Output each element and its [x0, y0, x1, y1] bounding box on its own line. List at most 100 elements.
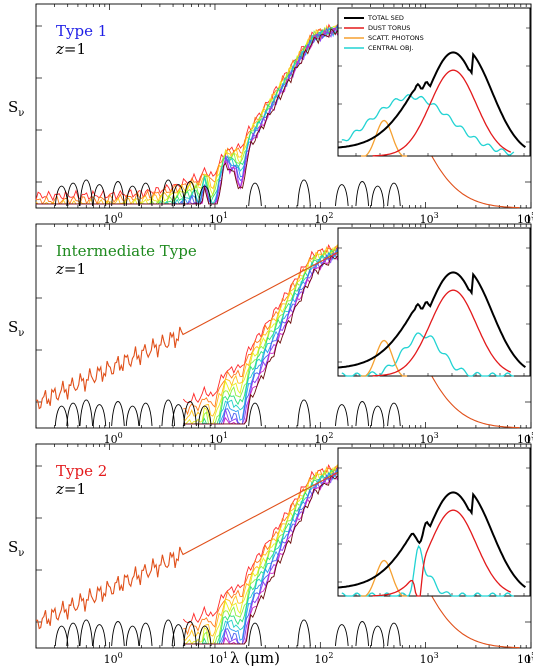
filter-response-curve [183, 181, 197, 207]
inset-frame [337, 227, 531, 377]
x-tick-label: 102 [314, 651, 333, 666]
x-tick-label: 102 [314, 431, 333, 446]
model-sed-curve [183, 463, 353, 641]
panel-title: Type 1 [56, 22, 107, 40]
model-sed-curve [183, 463, 353, 645]
inset-dust-torus-curve [372, 69, 512, 157]
filter-response-curve [197, 625, 212, 647]
filter-response-curve [79, 399, 94, 427]
inset-scattered-photons-curve [361, 339, 408, 377]
x-tick-label: 102 [314, 211, 333, 226]
filter-response-curve [92, 184, 107, 207]
filter-response-curve [66, 182, 80, 207]
filter-response-curve [387, 182, 401, 207]
y-axis-label: Sν [8, 98, 24, 119]
model-sed-curve [182, 241, 353, 404]
filter-response-curve [111, 401, 125, 427]
filter-response-curve [79, 619, 94, 647]
model-sed-curve [183, 241, 353, 425]
filter-response-curve [297, 399, 311, 427]
filter-response-curve [335, 404, 349, 427]
y-axis-label: Sν [8, 538, 24, 559]
model-sed-curve [183, 461, 353, 636]
y-axis-label: Sν [8, 318, 24, 339]
filter-response-curve [335, 184, 349, 207]
filter-response-curve [248, 622, 262, 647]
model-sed-curve [183, 241, 353, 416]
model-sed-curve [183, 462, 352, 645]
plot-frame [35, 223, 532, 429]
x-axis-label: λ (μm) [230, 649, 280, 667]
inset-central-object-curve [341, 94, 515, 156]
inset-panel: TOTAL SED DUST TORUS SCATT. PHOTONS CENTRAL… [337, 7, 531, 157]
model-sed-curve [183, 463, 353, 645]
filter-response-curve [138, 182, 153, 207]
x-tick-label: 103 [420, 431, 439, 446]
panel-subtitle: z=1 [55, 40, 86, 58]
model-sed-curve [183, 242, 353, 425]
model-sed-curve [183, 242, 352, 425]
filter-response-curve [66, 402, 80, 427]
chart-panel-3: 100 101 102 103 104105 Sν Type 2z=1 [8, 443, 533, 666]
inset-scattered-photons-curve [361, 119, 408, 157]
filter-response-curve [297, 619, 311, 647]
inset-scattered-photons-curve [361, 559, 408, 597]
filter-response-curve [355, 401, 370, 427]
filter-response-curve [370, 625, 385, 647]
inset-total-sed-curve [337, 271, 526, 369]
filter-response-curve [54, 625, 69, 647]
inset-panel [337, 447, 531, 597]
filter-response-curve [138, 402, 153, 427]
filter-response-curve [183, 401, 197, 427]
panel-title: Type 2 [56, 462, 107, 480]
filter-response-curve [161, 619, 176, 647]
filter-response-curve [161, 399, 176, 427]
model-sed-curve [183, 243, 353, 425]
filter-response-curve [54, 405, 69, 427]
filter-response-curve [92, 624, 107, 647]
filter-response-curve [197, 405, 212, 427]
model-sed-curve [183, 461, 353, 645]
model-sed-curve [183, 243, 353, 421]
x-tick-label: 104 [525, 211, 533, 226]
x-tick-label: 105 [517, 651, 533, 666]
filter-response-curve [248, 182, 262, 207]
inset-dust-torus-curve [372, 509, 512, 597]
filter-response-curve [79, 179, 94, 207]
filter-response-curve [370, 185, 385, 207]
filter-response-curve [125, 185, 140, 207]
inset-panel [337, 227, 531, 377]
legend-label: TOTAL SED [367, 14, 404, 22]
panel-subtitle: z=1 [55, 480, 86, 498]
panel-title: Intermediate Type [56, 242, 197, 260]
filter-response-curve [355, 181, 370, 207]
filter-response-curve [111, 621, 125, 647]
plot-frame [35, 3, 532, 209]
inset-frame [337, 7, 531, 157]
filter-response-curve [297, 179, 311, 207]
filter-response-curve [183, 621, 197, 647]
model-sed-curve [36, 22, 353, 205]
filter-response-curve [197, 185, 212, 207]
model-sed-curve [183, 243, 353, 425]
filter-response-curve [111, 181, 125, 207]
x-tick-label: 100 [104, 211, 123, 226]
model-sed-curve [182, 461, 353, 624]
filter-response-curve [138, 622, 153, 647]
legend-label: CENTRAL OBJ. [368, 44, 413, 52]
model-sed-curve [183, 463, 352, 645]
inset-legend: TOTAL SED DUST TORUS SCATT. PHOTONS CENTRAL… [344, 14, 424, 52]
plot-frame [35, 443, 532, 649]
filter-response-curve [66, 622, 80, 647]
x-tick-label: 105 [517, 431, 533, 446]
x-tick-label: 105 [517, 211, 533, 226]
filter-response-curve [125, 625, 140, 647]
filter-response-curve [248, 402, 262, 427]
x-tick-label: 100 [104, 431, 123, 446]
x-tick-label: 103 [420, 651, 439, 666]
chart-panel-1: 100 101 102 103 104105 Sν Type 1z=1 TOTAL SED DU… [8, 3, 533, 226]
inset-central-object-curve [341, 332, 514, 377]
model-sed-curve [183, 242, 353, 425]
filter-response-curve [335, 624, 349, 647]
